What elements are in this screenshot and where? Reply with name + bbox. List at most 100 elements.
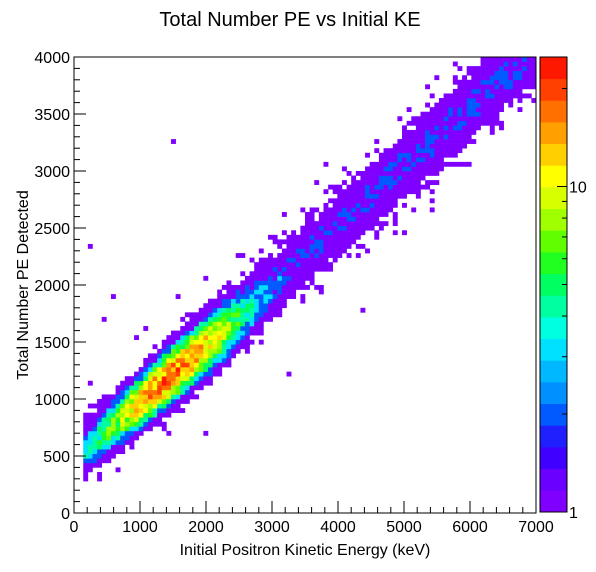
heatmap-cell: [512, 61, 518, 67]
heatmap-cell: [198, 321, 204, 327]
heatmap-cell: [157, 408, 163, 413]
heatmap-cell: [434, 157, 440, 163]
heatmap-cell: [217, 330, 223, 336]
heatmap-cell: [351, 234, 357, 240]
heatmap-cell: [217, 298, 223, 304]
heatmap-cell: [332, 198, 338, 204]
heatmap-cell: [480, 98, 486, 103]
heatmap-cell: [286, 371, 292, 377]
heatmap-cell: [429, 143, 435, 149]
heatmap-cell: [415, 189, 421, 195]
heatmap-cell: [374, 193, 380, 199]
heatmap-cell: [365, 216, 370, 222]
heatmap-cell: [189, 389, 195, 395]
heatmap-cell: [443, 107, 449, 113]
heatmap-cell: [147, 417, 153, 423]
heatmap-cell: [212, 362, 218, 368]
heatmap-cell: [489, 88, 495, 94]
heatmap-cell: [383, 152, 389, 158]
heatmap-cell: [328, 184, 334, 190]
heatmap-cell: [106, 417, 112, 423]
heatmap-cell: [115, 412, 121, 418]
heatmap-cell: [87, 412, 93, 418]
heatmap-cell: [406, 189, 412, 195]
heatmap-cell: [221, 344, 227, 350]
heatmap-cell: [323, 225, 329, 231]
heatmap-cell: [120, 389, 126, 395]
heatmap-cell: [300, 280, 306, 286]
heatmap-cell: [425, 102, 431, 108]
heatmap-cell: [161, 376, 167, 382]
heatmap-cell: [434, 139, 440, 144]
heatmap-cell: [471, 125, 477, 131]
heatmap-cell: [244, 275, 250, 281]
heatmap-cell: [369, 171, 375, 176]
heatmap-cell: [157, 403, 163, 409]
heatmap-cell: [244, 307, 250, 313]
heatmap-cell: [378, 166, 384, 172]
heatmap-cell: [157, 376, 163, 382]
heatmap-cell: [258, 271, 264, 277]
heatmap-cell: [318, 266, 324, 272]
heatmap-cell: [235, 253, 241, 258]
heatmap-cell: [402, 139, 407, 144]
heatmap-cell: [475, 111, 481, 117]
heatmap-cell: [184, 339, 190, 345]
heatmap-cell: [254, 285, 260, 290]
heatmap-cell: [494, 120, 500, 126]
heatmap-cell: [286, 289, 292, 295]
heatmap-cell: [134, 435, 139, 441]
heatmap-cell: [531, 98, 537, 103]
y-tick-label: 1500: [34, 335, 70, 352]
heatmap-cell: [434, 161, 440, 167]
heatmap-cell: [263, 298, 269, 304]
heatmap-cell: [346, 212, 352, 217]
heatmap-cell: [268, 266, 273, 272]
heatmap-cell: [406, 148, 412, 154]
heatmap-cell: [129, 426, 135, 432]
heatmap-cell: [203, 348, 209, 354]
heatmap-cell: [323, 161, 329, 167]
heatmap-cell: [221, 321, 227, 327]
heatmap-cell: [189, 326, 195, 331]
heatmap-cell: [258, 339, 264, 345]
heatmap-cell: [124, 389, 130, 395]
heatmap-cell: [235, 298, 241, 304]
heatmap-cell: [268, 234, 273, 240]
heatmap-cell: [249, 321, 255, 327]
heatmap-cell: [402, 230, 407, 236]
heatmap-cell: [203, 362, 209, 368]
y-tick-label: 3500: [34, 107, 70, 124]
heatmap-cell: [369, 184, 375, 190]
heatmap-cell: [115, 421, 121, 427]
heatmap-cell: [152, 357, 158, 363]
heatmap-cell: [240, 285, 246, 290]
heatmap-cell: [235, 335, 241, 341]
heatmap-cell: [258, 285, 264, 290]
heatmap-cell: [494, 102, 500, 108]
heatmap-cell: [328, 248, 334, 254]
heatmap-cell: [184, 362, 190, 368]
heatmap-cell: [402, 193, 407, 199]
heatmap-cell: [184, 380, 190, 386]
heatmap-cell: [415, 139, 421, 144]
heatmap-cell: [175, 367, 181, 372]
heatmap-cell: [499, 93, 504, 99]
heatmap-cell: [346, 198, 352, 204]
heatmap-cell: [411, 207, 417, 213]
heatmap-cell: [300, 298, 306, 304]
heatmap-cell: [254, 280, 260, 286]
heatmap-cell: [378, 180, 384, 185]
heatmap-cell: [272, 303, 278, 309]
heatmap-cell: [480, 120, 486, 126]
heatmap-cell: [406, 161, 412, 167]
heatmap-cell: [175, 353, 181, 359]
heatmap-cell: [406, 171, 412, 176]
heatmap-cell: [249, 339, 255, 345]
heatmap-cell: [138, 417, 144, 423]
heatmap-cell: [194, 326, 200, 331]
heatmap-cell: [272, 266, 278, 272]
heatmap-cell: [425, 120, 431, 126]
heatmap-cell: [268, 303, 273, 309]
